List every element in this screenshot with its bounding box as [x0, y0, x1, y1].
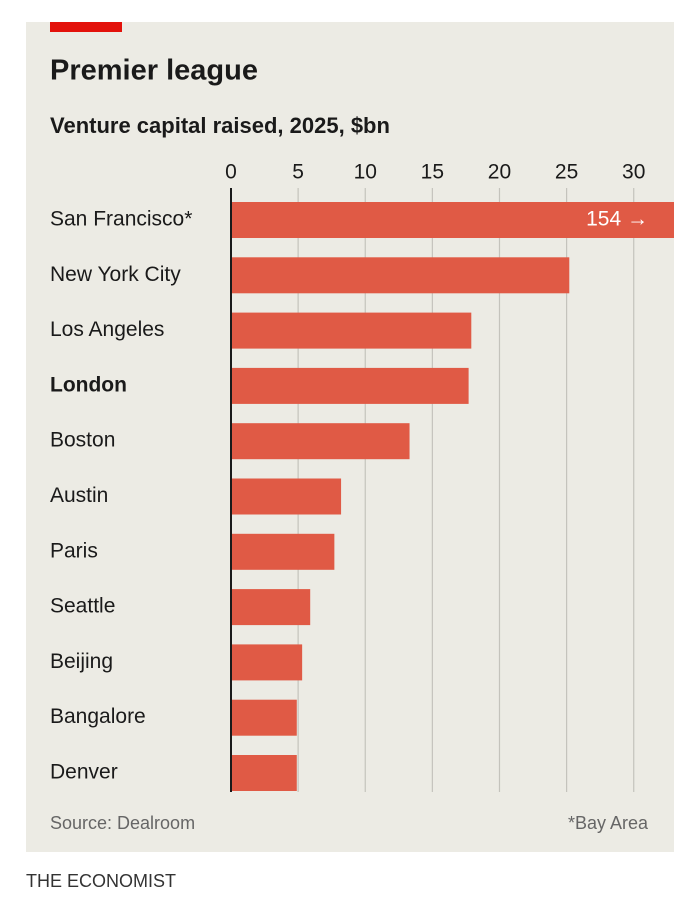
x-tick-label: 20 — [488, 161, 511, 184]
y-tick-label: Bangalore — [50, 705, 146, 728]
bar — [231, 257, 570, 294]
y-tick-label: Los Angeles — [50, 318, 164, 341]
tag — [50, 22, 122, 32]
y-tick-label: Denver — [50, 761, 118, 784]
y-tick-label: Paris — [50, 539, 98, 562]
bar — [231, 699, 297, 736]
chart-title: Premier league — [50, 55, 258, 87]
publisher: THE ECONOMIST — [26, 871, 176, 891]
x-tick-label: 30 — [622, 161, 645, 184]
source: Source: Dealroom — [50, 813, 195, 833]
bar — [231, 202, 674, 238]
bar — [231, 423, 410, 460]
y-tick-label: Boston — [50, 429, 115, 452]
x-tick-label: 5 — [292, 161, 304, 184]
bar — [231, 644, 303, 681]
value-label: 154 → — [586, 208, 648, 231]
bar — [231, 478, 342, 515]
x-tick-label: 25 — [555, 161, 578, 184]
y-tick-label: Seattle — [50, 595, 115, 618]
bar — [231, 755, 297, 791]
x-tick-label: 15 — [421, 161, 444, 184]
x-tick-label: 10 — [354, 161, 377, 184]
footnote: *Bay Area — [568, 813, 649, 833]
bar — [231, 589, 311, 626]
bar — [231, 312, 472, 349]
x-tick-label: 0 — [225, 161, 237, 184]
y-tick-label: Beijing — [50, 650, 113, 673]
bar — [231, 533, 335, 570]
y-tick-label: Austin — [50, 484, 108, 507]
chart-subtitle: Venture capital raised, 2025, $bn — [50, 113, 390, 138]
y-tick-label: New York City — [50, 263, 181, 286]
bar — [231, 367, 469, 404]
bars — [231, 202, 674, 791]
y-tick-label: London — [50, 373, 127, 396]
y-tick-label: San Francisco* — [50, 208, 192, 231]
